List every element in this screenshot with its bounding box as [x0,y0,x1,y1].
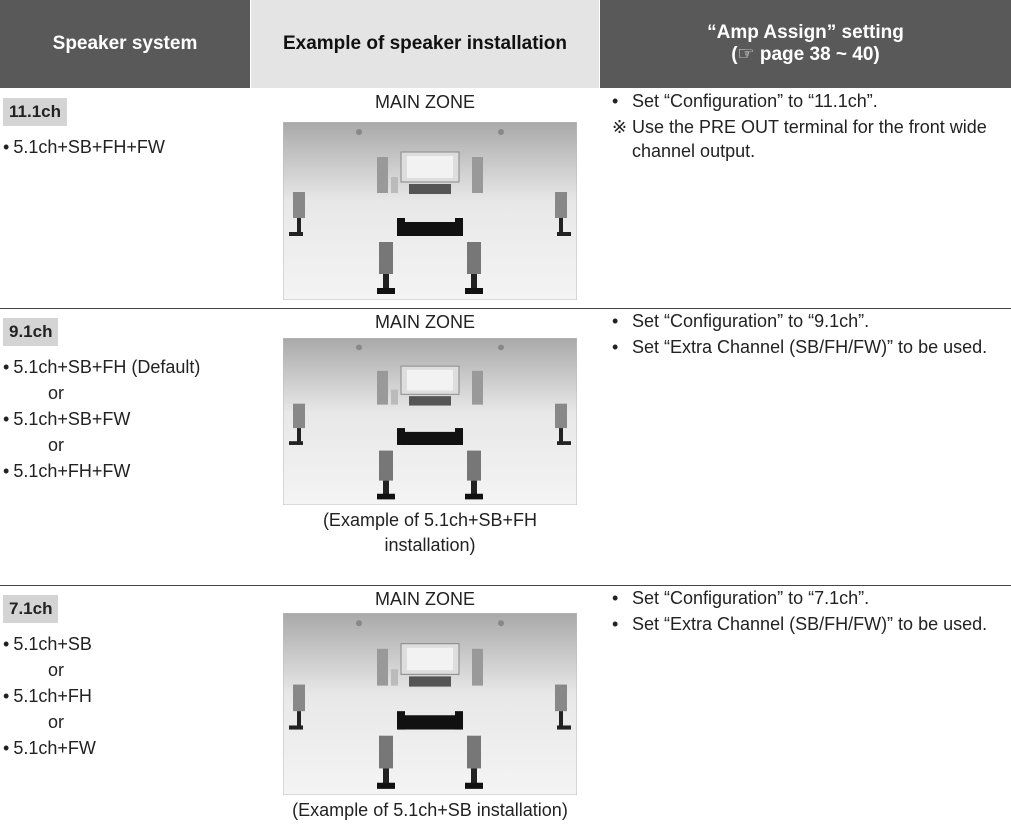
note-text: Set “Configuration” to “7.1ch”. [632,588,870,608]
note-marker: • [612,337,619,357]
zone-label: MAIN ZONE [374,589,475,609]
note-marker: • [612,311,619,331]
speaker-label: 11.1ch [3,98,67,126]
note-text: Set “Configuration” to “11.1ch”. [632,91,878,111]
speaker-option: • 5.1ch+SB+FW [3,406,130,432]
speaker-option: • 5.1ch+FW [3,735,96,761]
zone-label: MAIN ZONE [374,92,475,112]
bullet: • [3,634,10,654]
bullet: • [3,686,10,706]
speaker-option: • 5.1ch+FH+FW [3,458,130,484]
header-text: Speaker system [52,33,198,54]
installation-image [283,613,577,795]
option-text: 5.1ch+FH [13,686,92,706]
header-cell: “Amp Assign” setting (☞ page 38 ~ 40) [600,0,1011,88]
installation-image [283,338,577,505]
caption: (Example of 5.1ch+SB installation) [292,800,568,820]
separator: or [48,660,65,680]
speaker-option: • 5.1ch+SB [3,631,92,657]
setting-note: • Set “Configuration” to “11.1ch”. [610,89,1011,113]
header-cell: Example of speaker installation [251,0,599,88]
option-text: 5.1ch+SB [13,634,92,654]
option-text: 5.1ch+SB+FH (Default) [13,357,201,377]
option-text: 5.1ch+FW [13,738,96,758]
note-marker: • [612,588,619,608]
installation-image [283,122,577,300]
bullet: • [3,409,10,429]
separator: or [48,435,65,455]
setting-note: ※ Use the PRE OUT terminal for the front … [610,115,1011,163]
setting-note: • Set “Extra Channel (SB/FH/FW)” to be us… [610,335,1011,359]
room-illustration [283,122,577,300]
bullet: • [3,357,10,377]
note-marker: ※ [612,117,628,137]
header-text: (☞ page 38 ~ 40) [731,44,880,65]
room-illustration [283,338,577,505]
speaker-option: • 5.1ch+SB+FH (Default) [3,354,200,380]
speaker-label: 7.1ch [3,595,59,623]
setting-note: • Set “Configuration” to “9.1ch”. [610,309,1011,333]
bullet: • [3,461,10,481]
row-divider [0,308,1011,309]
separator: or [48,712,65,732]
speaker-option: • 5.1ch+SB+FH+FW [3,134,165,160]
bullet: • [3,738,10,758]
note-text: Set “Configuration” to “9.1ch”. [632,311,870,331]
note-marker: • [612,614,619,634]
option-text: 5.1ch+SB+FW [13,409,131,429]
row-divider [0,585,1011,586]
header-cell: Speaker system [0,0,250,88]
header-text: Example of speaker installation [282,33,568,54]
option-text: 5.1ch+FH+FW [13,461,131,481]
bullet: • [3,137,10,157]
note-text: Set “Extra Channel (SB/FH/FW)” to be use… [632,614,988,634]
separator: or [48,383,65,403]
caption: (Example of 5.1ch+SB+FH installation) [322,510,538,555]
header-text: “Amp Assign” setting [707,22,904,43]
note-marker: • [612,91,619,111]
note-text: Set “Extra Channel (SB/FH/FW)” to be use… [632,337,988,357]
note-text: Use the PRE OUT terminal for the front w… [632,117,987,161]
speaker-label: 9.1ch [3,318,59,346]
setting-note: • Set “Configuration” to “7.1ch”. [610,586,1011,610]
setting-note: • Set “Extra Channel (SB/FH/FW)” to be us… [610,612,1011,636]
room-illustration [283,613,577,795]
option-text: 5.1ch+SB+FH+FW [13,137,165,157]
speaker-option: • 5.1ch+FH [3,683,92,709]
zone-label: MAIN ZONE [374,312,475,332]
